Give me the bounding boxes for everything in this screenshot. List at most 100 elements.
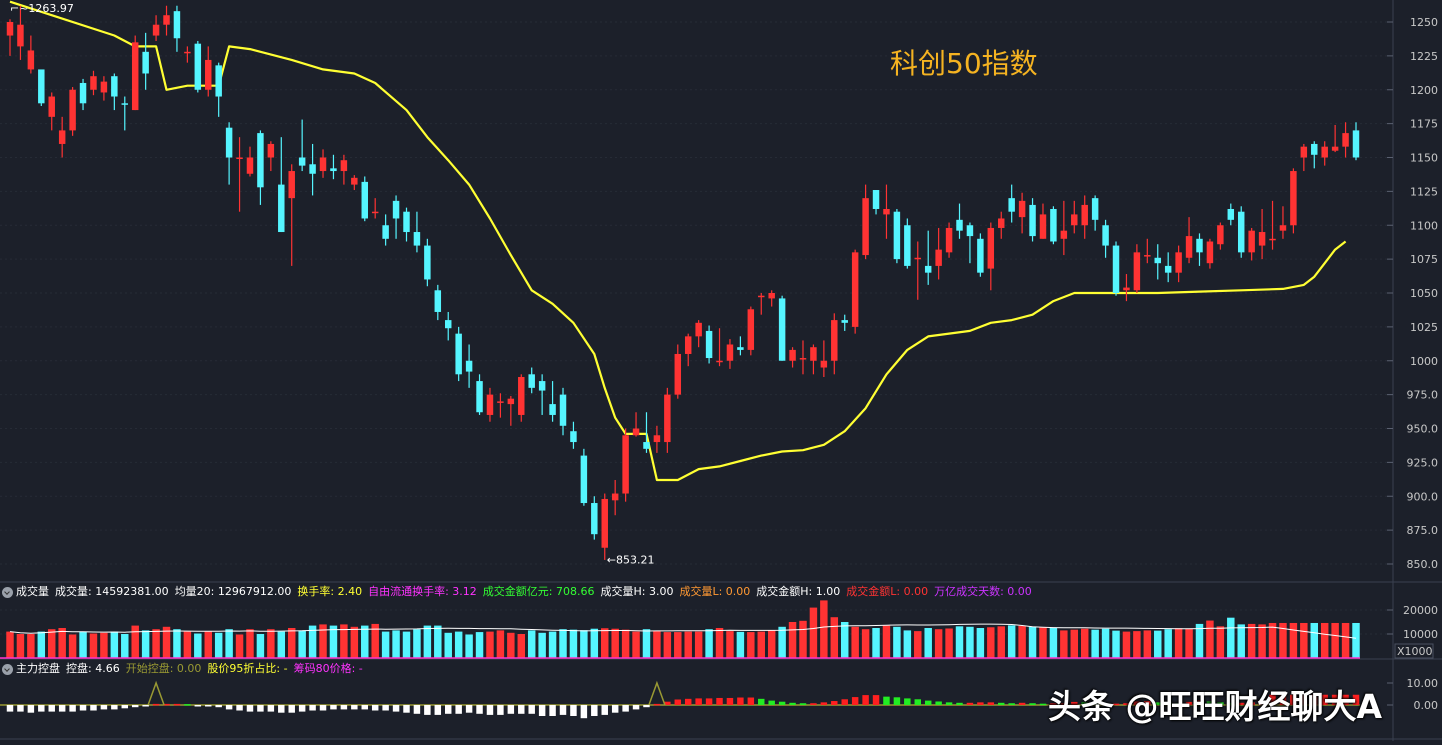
- volume-bar[interactable]: [788, 622, 797, 658]
- candlestick[interactable]: [998, 211, 1005, 239]
- candlestick[interactable]: [747, 306, 755, 356]
- candlestick[interactable]: [1071, 200, 1078, 234]
- candlestick[interactable]: [820, 340, 828, 378]
- control-bar[interactable]: [1206, 701, 1214, 705]
- candlestick[interactable]: [904, 218, 911, 269]
- candlestick[interactable]: [1050, 206, 1057, 245]
- control-bar[interactable]: [382, 705, 389, 711]
- volume-bar[interactable]: [1060, 630, 1068, 658]
- candlestick[interactable]: [340, 154, 348, 185]
- control-bar[interactable]: [737, 697, 744, 705]
- candlestick[interactable]: [194, 40, 202, 93]
- volume-bar[interactable]: [934, 629, 943, 658]
- volume-bar[interactable]: [736, 631, 745, 658]
- control-bar[interactable]: [643, 705, 650, 708]
- candlestick[interactable]: [1112, 241, 1120, 296]
- volume-bar[interactable]: [267, 629, 275, 658]
- volume-bar[interactable]: [298, 630, 306, 658]
- volume-bar[interactable]: [68, 634, 77, 658]
- control-bar[interactable]: [1081, 702, 1088, 705]
- candlestick[interactable]: [27, 35, 35, 74]
- candlestick[interactable]: [872, 190, 880, 215]
- volume-bar[interactable]: [1101, 628, 1110, 658]
- volume-bar[interactable]: [778, 626, 786, 658]
- control-bar[interactable]: [340, 705, 348, 710]
- volume-bar[interactable]: [726, 631, 734, 658]
- control-bar[interactable]: [758, 698, 765, 705]
- volume-bar[interactable]: [611, 628, 619, 658]
- candlestick[interactable]: [653, 425, 661, 453]
- control-bar[interactable]: [100, 705, 108, 710]
- volume-bar[interactable]: [89, 633, 98, 658]
- control-bar[interactable]: [1123, 703, 1130, 705]
- candlestick[interactable]: [862, 184, 869, 260]
- candlestick[interactable]: [893, 208, 901, 264]
- candlestick[interactable]: [528, 367, 535, 394]
- candlestick[interactable]: [173, 5, 181, 52]
- control-bar[interactable]: [205, 705, 212, 707]
- candlestick[interactable]: [288, 164, 295, 266]
- volume-bar[interactable]: [277, 631, 286, 658]
- candlestick[interactable]: [100, 76, 108, 101]
- volume-bar[interactable]: [1227, 617, 1235, 658]
- volume-bar[interactable]: [924, 628, 932, 658]
- volume-bar[interactable]: [976, 628, 985, 658]
- volume-bar[interactable]: [1247, 623, 1256, 658]
- volume-bar[interactable]: [194, 633, 202, 658]
- volume-bar[interactable]: [6, 631, 14, 658]
- candlestick[interactable]: [1248, 227, 1255, 261]
- candlestick[interactable]: [465, 344, 473, 388]
- volume-bar[interactable]: [392, 630, 400, 658]
- control-bar[interactable]: [528, 705, 535, 714]
- volume-bar[interactable]: [653, 631, 661, 658]
- volume-bar[interactable]: [1341, 622, 1350, 658]
- control-bar[interactable]: [79, 705, 87, 711]
- volume-bar[interactable]: [152, 629, 160, 658]
- control-bar[interactable]: [664, 701, 671, 705]
- candlestick[interactable]: [1217, 222, 1224, 250]
- control-bar[interactable]: [580, 705, 588, 719]
- volume-bar[interactable]: [517, 634, 526, 658]
- candlestick[interactable]: [778, 295, 786, 361]
- control-bar[interactable]: [716, 697, 723, 705]
- candlestick[interactable]: [538, 374, 546, 415]
- candlestick[interactable]: [1206, 238, 1214, 269]
- control-bar[interactable]: [48, 705, 55, 712]
- volume-bar[interactable]: [507, 632, 515, 658]
- volume-bar[interactable]: [329, 625, 338, 658]
- volume-bar[interactable]: [1133, 631, 1141, 658]
- control-bar[interactable]: [747, 697, 755, 705]
- control-bar[interactable]: [601, 705, 608, 715]
- volume-bar[interactable]: [350, 626, 359, 658]
- volume-bar[interactable]: [882, 625, 891, 658]
- candlestick[interactable]: [1279, 206, 1287, 239]
- candlestick[interactable]: [1175, 245, 1182, 283]
- candlestick[interactable]: [6, 19, 14, 56]
- volume-bar[interactable]: [413, 629, 421, 658]
- volume-bar[interactable]: [1049, 628, 1058, 658]
- volume-bar[interactable]: [966, 626, 974, 658]
- volume-bar[interactable]: [141, 630, 150, 658]
- candlestick[interactable]: [90, 70, 97, 96]
- candlestick[interactable]: [1237, 206, 1245, 258]
- volume-bar[interactable]: [371, 623, 379, 658]
- volume-bar[interactable]: [287, 628, 296, 658]
- volume-bar[interactable]: [674, 632, 682, 658]
- control-bar[interactable]: [1248, 702, 1255, 705]
- volume-bar[interactable]: [225, 629, 233, 658]
- control-bar[interactable]: [267, 705, 275, 712]
- candlestick[interactable]: [559, 387, 567, 436]
- candlestick[interactable]: [914, 241, 922, 300]
- control-bar[interactable]: [559, 705, 567, 715]
- volume-bar[interactable]: [987, 627, 995, 658]
- control-bar[interactable]: [883, 696, 890, 705]
- control-bar[interactable]: [1133, 701, 1141, 705]
- control-bar[interactable]: [674, 699, 682, 706]
- volume-bar[interactable]: [663, 632, 672, 658]
- volume-bar[interactable]: [1237, 624, 1245, 658]
- candlestick[interactable]: [79, 78, 87, 111]
- control-bar[interactable]: [288, 705, 295, 713]
- volume-bar[interactable]: [757, 631, 765, 658]
- volume-bar[interactable]: [1143, 630, 1152, 658]
- volume-bar[interactable]: [903, 630, 912, 658]
